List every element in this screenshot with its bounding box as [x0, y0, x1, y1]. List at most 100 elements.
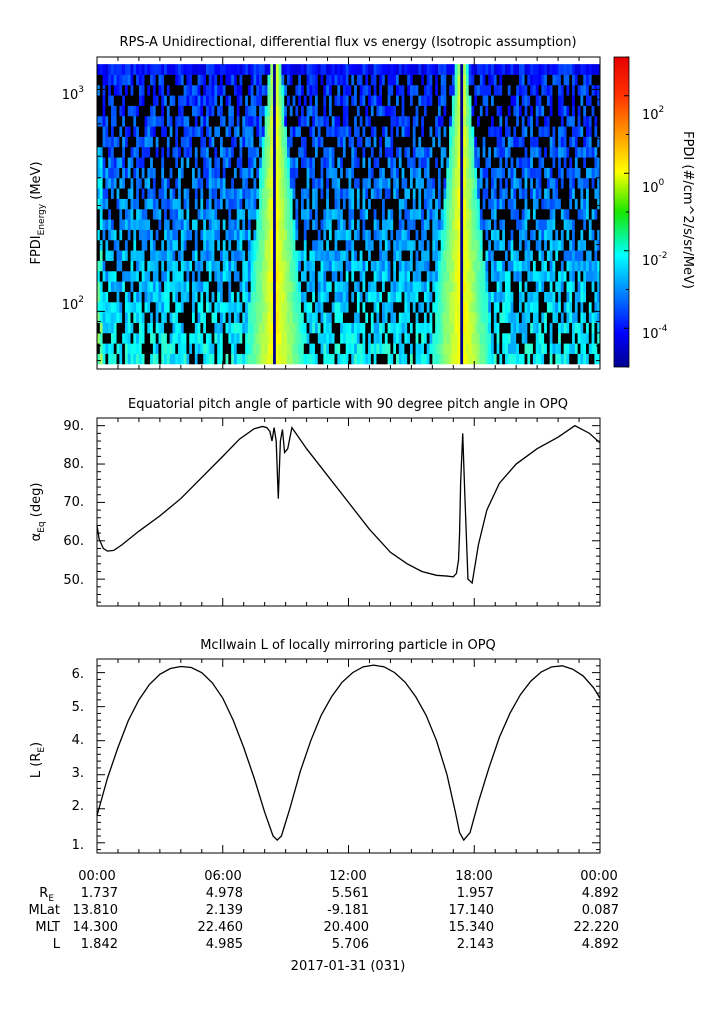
heatmap-cell: [418, 343, 422, 354]
heatmap-cell: [102, 229, 106, 241]
heatmap-cell: [390, 95, 394, 106]
heatmap-cell: [496, 198, 500, 210]
heatmap-cell: [574, 353, 579, 365]
heatmap-cell: [527, 136, 531, 148]
heatmap-cell: [443, 188, 447, 199]
heatmap-cell: [289, 332, 294, 344]
heatmap-cell: [116, 312, 120, 323]
heatmap-cell: [203, 260, 207, 272]
heatmap-cell: [231, 353, 235, 365]
heatmap-cell: [116, 322, 120, 334]
heatmap-cell: [527, 105, 531, 117]
heatmap-cell: [591, 260, 595, 272]
heatmap-cell: [222, 157, 226, 168]
heatmap-cell: [281, 198, 285, 210]
heatmap-cell: [158, 126, 162, 137]
heatmap-cell: [340, 343, 344, 354]
heatmap-cell: [99, 177, 103, 189]
heatmap-cell: [432, 291, 436, 303]
heatmap-cell: [365, 229, 369, 241]
heatmap-cell: [122, 301, 126, 313]
heatmap-cell: [138, 301, 143, 313]
heatmap-cell: [488, 219, 492, 230]
heatmap-cell: [527, 343, 531, 354]
heatmap-cell: [546, 115, 551, 127]
heatmap-cell: [225, 126, 229, 137]
heatmap-cell: [331, 95, 335, 106]
heatmap-cell: [284, 270, 288, 282]
heatmap-cell: [435, 167, 439, 179]
heatmap-cell: [415, 177, 419, 189]
heatmap-cell: [203, 167, 207, 179]
heatmap-cell: [287, 250, 291, 261]
heatmap-cell: [231, 260, 235, 272]
heatmap-cell: [113, 208, 117, 220]
heatmap-cell: [387, 208, 391, 220]
heatmap-cell: [488, 177, 492, 189]
heatmap-cell: [108, 105, 112, 117]
heatmap-cell: [161, 301, 165, 313]
heatmap-cell: [233, 291, 238, 303]
heatmap-cell: [197, 115, 201, 127]
heatmap-cell: [292, 270, 296, 282]
heatmap-cell: [474, 301, 478, 313]
heatmap-cell: [250, 208, 254, 220]
heatmap-cell: [423, 136, 428, 148]
heatmap-cell: [105, 74, 109, 86]
heatmap-cell: [119, 95, 123, 106]
heatmap-cell: [102, 115, 106, 127]
heatmap-cell: [278, 105, 282, 117]
heatmap-cell: [471, 157, 475, 168]
heatmap-cell: [278, 126, 282, 137]
heatmap-cell: [356, 167, 361, 179]
heatmap-cell: [359, 188, 363, 199]
heatmap-cell: [161, 343, 165, 354]
heatmap-cell: [429, 301, 433, 313]
heatmap-cell: [164, 126, 168, 137]
heatmap-cell: [300, 332, 305, 344]
heatmap-cell: [320, 270, 324, 282]
heatmap-cell: [446, 177, 450, 189]
heatmap-cell: [443, 270, 447, 282]
heatmap-cell: [102, 84, 106, 96]
heatmap-cell: [180, 157, 185, 168]
heatmap-cell: [166, 136, 171, 148]
heatmap-cell: [460, 74, 464, 86]
heatmap-cell: [242, 301, 246, 313]
heatmap-cell: [586, 146, 590, 158]
heatmap-cell: [390, 177, 394, 189]
heatmap-cell: [267, 146, 271, 158]
heatmap-cell: [219, 136, 224, 148]
heatmap-cell: [200, 146, 204, 158]
heatmap-cell: [532, 136, 537, 148]
heatmap-cell: [127, 219, 131, 230]
heatmap-cell: [250, 301, 254, 313]
heatmap-cell: [440, 177, 444, 189]
heatmap-cell: [314, 198, 319, 210]
heatmap-cell: [544, 229, 548, 241]
heatmap-cell: [580, 84, 584, 96]
heatmap-cell: [468, 260, 472, 272]
heatmap-cell: [485, 146, 489, 158]
heatmap-cell: [437, 126, 442, 137]
heatmap-cell: [572, 239, 576, 251]
heatmap-cell: [351, 136, 355, 148]
heatmap-cell: [356, 312, 361, 323]
heatmap-cell: [292, 229, 296, 241]
heatmap-cell: [560, 322, 565, 334]
heatmap-cell: [544, 105, 548, 117]
heatmap-cell: [155, 105, 159, 117]
heatmap-cell: [164, 353, 168, 365]
heatmap-cell: [460, 126, 464, 137]
heatmap-cell: [273, 198, 277, 210]
heatmap-cell: [250, 84, 254, 96]
heatmap-cell: [314, 229, 319, 241]
heatmap-cell: [460, 84, 464, 96]
heatmap-cell: [499, 250, 503, 261]
heatmap-cell: [513, 126, 517, 137]
heatmap-cell: [555, 177, 559, 189]
heatmap-cell: [250, 219, 254, 230]
heatmap-cell: [281, 136, 285, 148]
heatmap-cell: [418, 353, 422, 365]
heatmap-cell: [563, 105, 567, 117]
